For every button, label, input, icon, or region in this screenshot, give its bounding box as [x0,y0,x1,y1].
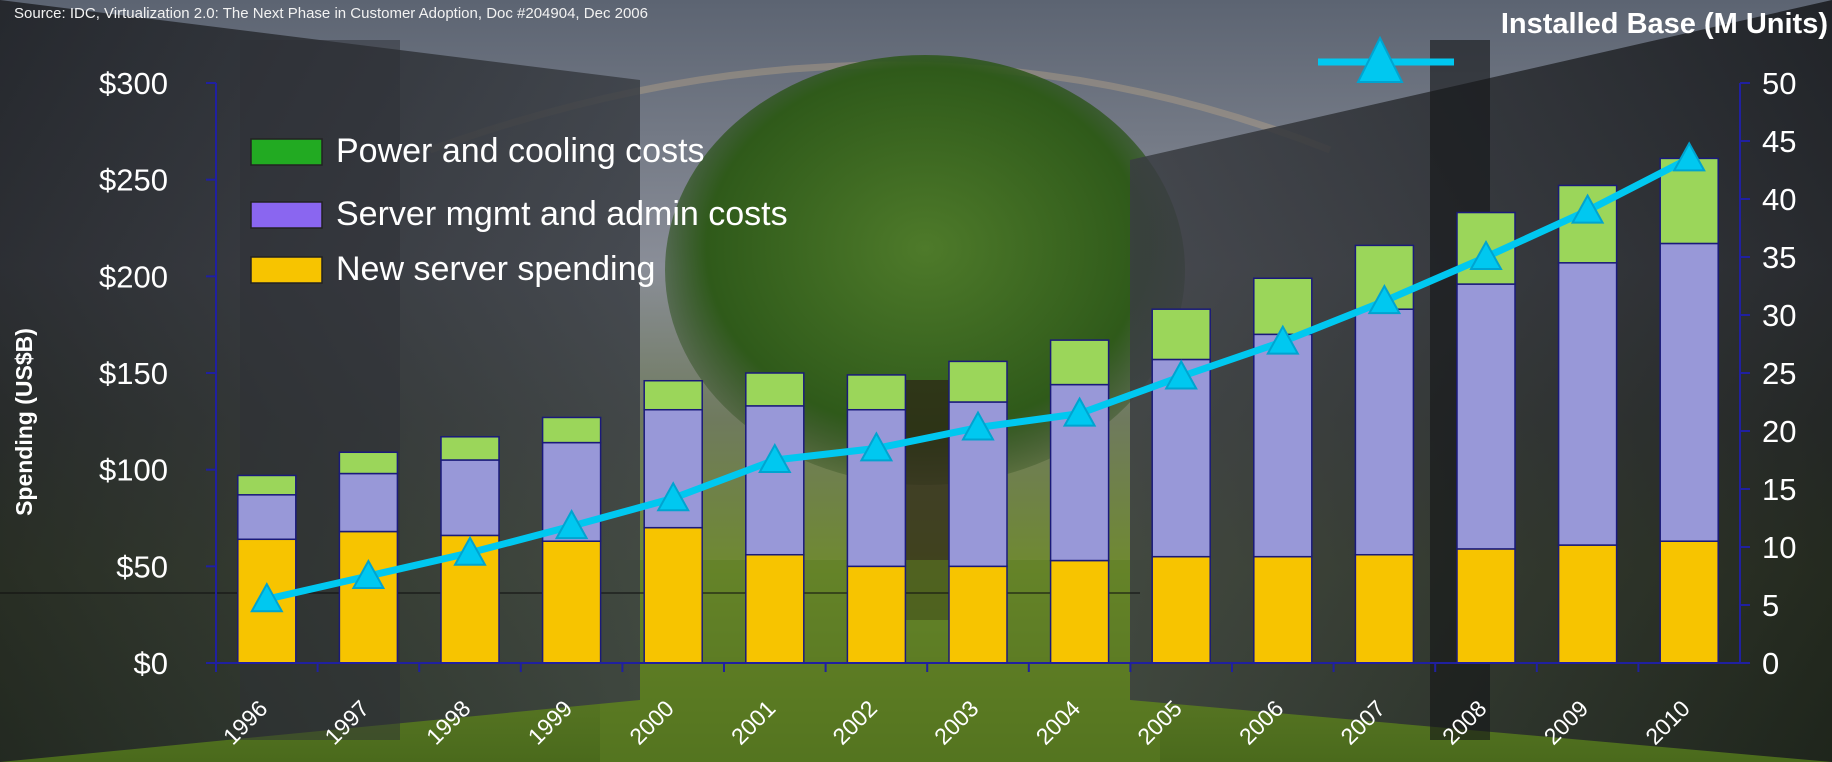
bar-mgmt-2007 [1354,308,1415,556]
y2-tick-label: 25 [1762,356,1796,391]
installed-base-point-2006 [1266,324,1300,355]
y2-tick-label: 35 [1762,240,1796,275]
y2-tick-label: 50 [1762,66,1796,101]
bar-mgmt-2008 [1456,283,1516,550]
legend-swatch-1 [250,201,323,229]
bar-mgmt-2001 [745,405,805,556]
y-tick-label: $200 [99,259,168,294]
line-legend-marker [1356,35,1404,83]
y-tick-label: $300 [99,66,168,101]
bar-new-server-2001 [745,553,805,664]
bar-new-server-2006 [1253,555,1313,664]
y2-tick-label: 10 [1762,530,1796,565]
legend-swatch-0 [250,138,323,166]
bar-power-2004 [1049,339,1110,386]
installed-base-point-2007 [1367,284,1402,315]
bar-new-server-2010 [1659,540,1719,664]
installed-base-point-1996 [250,582,284,613]
installed-base-point-1997 [351,558,386,589]
bar-new-server-1999 [541,540,602,664]
legend-swatch-2 [250,256,323,284]
legend-label-0: Power and cooling costs [336,132,705,170]
bar-power-2001 [745,372,805,407]
bar-power-2002 [846,374,907,411]
y2-tick-label: 20 [1762,414,1796,449]
installed-base-point-1999 [554,509,589,540]
installed-base-point-2000 [656,481,690,512]
bar-power-1999 [541,416,602,444]
bar-new-server-2009 [1557,544,1618,664]
bar-new-server-2007 [1354,553,1415,664]
bar-mgmt-1997 [338,472,399,533]
legend-label-2: New server spending [336,250,655,288]
y2-tick-label: 15 [1762,472,1796,507]
bar-power-1998 [440,436,500,461]
installed-base-point-2001 [758,442,792,473]
y-tick-label: $0 [134,646,168,681]
y2-tick-label: 40 [1762,182,1796,217]
secondary-axis-title: Installed Base (M Units) [1500,8,1828,40]
bar-new-server-2000 [643,526,703,664]
y2-tick-label: 30 [1762,298,1796,333]
bar-new-server-2003 [948,565,1008,664]
installed-base-point-2005 [1164,359,1198,390]
installed-base-point-2008 [1469,239,1503,270]
bar-new-server-1997 [338,530,399,664]
bar-power-2003 [948,360,1008,403]
bar-new-server-2002 [846,565,907,664]
bar-new-server-2008 [1456,548,1516,664]
bar-power-2010 [1659,157,1719,245]
y-axis-title: Spending (US$B) [11,328,37,516]
bar-mgmt-1998 [440,459,500,537]
bar-power-1996 [237,474,297,496]
installed-base-point-2002 [859,431,894,462]
y2-tick-label: 5 [1762,588,1779,623]
y-tick-label: $50 [116,549,168,584]
bar-new-server-2005 [1151,555,1211,664]
legend-label-1: Server mgmt and admin costs [336,195,788,233]
bar-new-server-2004 [1049,559,1110,664]
bar-mgmt-2009 [1557,262,1618,546]
bar-power-1997 [338,451,399,475]
bar-mgmt-2006 [1253,333,1313,558]
bar-mgmt-2010 [1659,242,1719,542]
installed-base-point-2004 [1062,396,1097,427]
y-tick-label: $150 [99,356,168,391]
bar-power-2000 [643,379,703,411]
installed-base-point-2010 [1672,141,1706,172]
y-tick-label: $250 [99,163,168,198]
y-tick-label: $100 [99,453,168,488]
installed-base-point-2009 [1570,193,1605,224]
source-note: Source: IDC, Virtualization 2.0: The Nex… [14,5,648,22]
installed-base-point-2003 [961,410,995,441]
installed-base-point-1998 [453,535,487,566]
bar-mgmt-1996 [237,494,297,541]
y2-tick-label: 45 [1762,124,1796,159]
bar-power-2005 [1151,308,1211,361]
y2-tick-label: 0 [1762,646,1779,681]
